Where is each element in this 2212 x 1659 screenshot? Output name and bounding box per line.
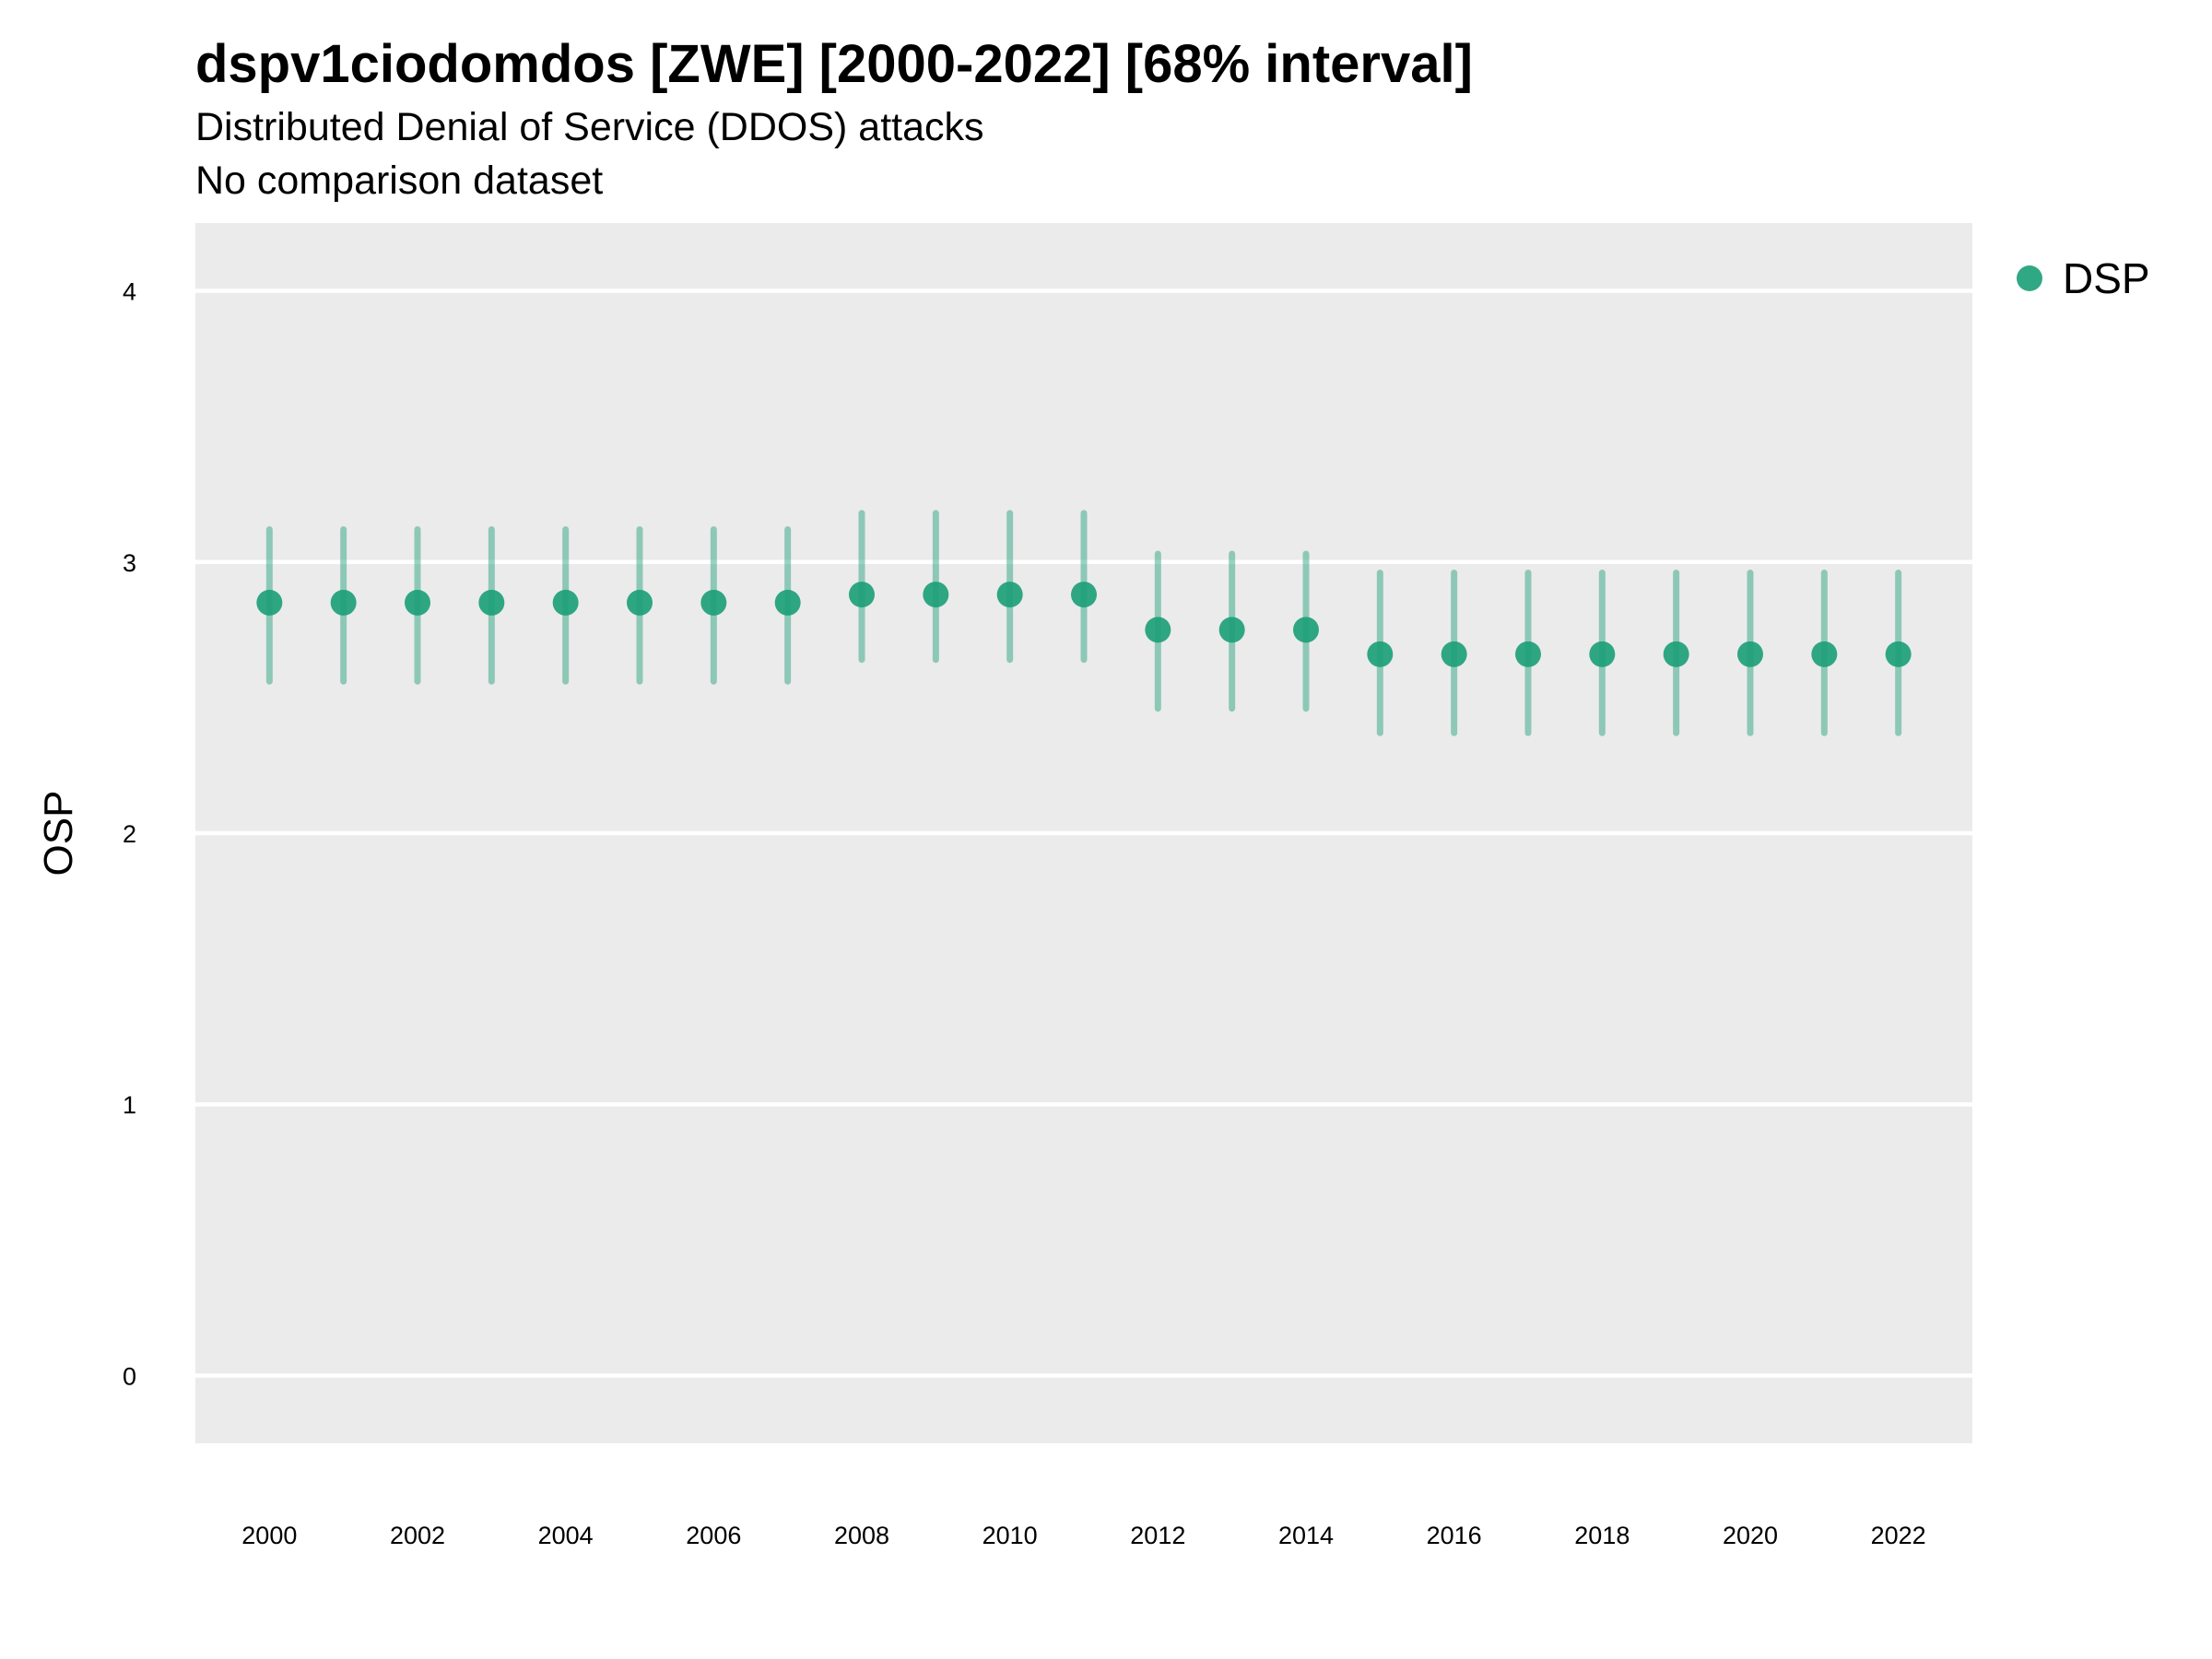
data-point [849,582,875,608]
y-axis-label: OSP [36,791,81,877]
data-point [1367,641,1394,667]
y-tick-label: 0 [123,1362,136,1390]
x-tick-label: 2002 [390,1522,445,1549]
data-point [774,589,801,616]
data-points [256,582,1912,667]
data-point [1071,582,1097,608]
x-tick-label: 2008 [834,1522,889,1549]
data-point [1293,617,1319,643]
data-point [552,589,579,616]
chart-subtitle-secondary: No comparison dataset [195,159,604,203]
data-point [1441,641,1467,667]
data-point [256,589,283,616]
data-point [1811,641,1838,667]
data-point [1737,641,1763,667]
x-tick-label: 2022 [1871,1522,1926,1549]
legend-label: DSP [2063,254,2150,302]
data-point [1218,617,1245,643]
data-point [1663,641,1689,667]
data-point [700,589,727,616]
legend[interactable]: DSP [2017,254,2150,302]
x-tick-label: 2004 [538,1522,594,1549]
y-tick-label: 1 [123,1091,136,1119]
data-point [923,582,949,608]
y-tick-label: 2 [123,820,136,848]
x-tick-label: 2012 [1130,1522,1185,1549]
gridlines [195,288,1972,1378]
x-tick-label: 2014 [1278,1522,1334,1549]
data-point [1145,617,1171,643]
data-point [1589,641,1616,667]
data-point [1515,641,1541,667]
data-point [405,589,430,616]
y-tick-label: 4 [123,278,136,306]
legend-marker [2017,265,2042,291]
x-tick-label: 2020 [1723,1522,1778,1549]
x-tick-label: 2010 [982,1522,1038,1549]
y-axis-ticks: 0 1 2 3 4 [123,278,136,1391]
data-point [627,589,653,616]
x-tick-label: 2000 [241,1522,297,1549]
y-tick-label: 3 [123,549,136,577]
x-axis-ticks: 2000 2002 2004 2006 2008 2010 2012 2014 2016 2018… [241,1522,1925,1549]
x-tick-label: 2018 [1574,1522,1630,1549]
data-point [330,589,357,616]
chart-subtitle: Distributed Denial of Service (DDOS) att… [195,105,984,149]
data-point [478,589,505,616]
x-tick-label: 2016 [1427,1522,1482,1549]
x-tick-label: 2006 [686,1522,741,1549]
data-point [1885,641,1912,667]
data-point [996,582,1023,608]
chart-title: dspv1ciodomdos [ZWE] [2000-2022] [68% in… [195,34,1473,94]
